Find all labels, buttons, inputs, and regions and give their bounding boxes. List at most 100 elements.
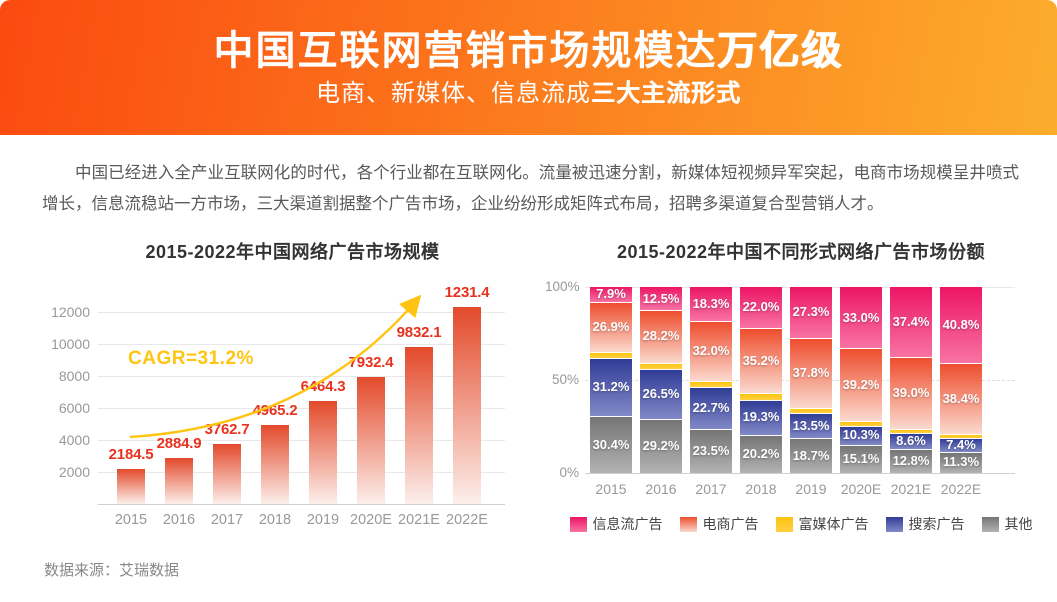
right-chart-title: 2015-2022年中国不同形式网络广告市场份额 — [616, 242, 986, 262]
segment-label-其他: 18.7% — [792, 447, 830, 463]
segment-其他 — [790, 438, 832, 473]
right-chart-plot: 0%50%100%30.4%31.2%3.6%26.9%7.9%201529.2… — [545, 236, 1057, 581]
gridline — [98, 472, 505, 473]
segment-信息流广告 — [690, 287, 732, 322]
segment-label-信息流广告: 18.3% — [692, 296, 730, 312]
x-axis-label: 2016 — [645, 481, 677, 497]
segment-富媒体广告 — [590, 351, 632, 359]
segment-信息流广告 — [590, 287, 632, 302]
segment-label-搜索广告: 31.2% — [592, 379, 630, 395]
x-axis-label: 2020E — [350, 512, 392, 528]
y-axis-label: 2000 — [58, 464, 90, 480]
segment-label-其他: 15.1% — [842, 450, 880, 466]
x-axis-label: 2022E — [446, 512, 488, 528]
segment-搜索广告 — [740, 399, 782, 436]
segment-label-信息流广告: 12.5% — [642, 290, 680, 306]
segment-label-搜索广告: 22.7% — [692, 400, 730, 416]
bar-value-label: 4965.2 — [252, 401, 298, 419]
segment-label-电商广告: 39.0% — [892, 384, 930, 400]
segment-信息流广告 — [890, 287, 932, 357]
segment-label-搜索广告: 26.5% — [642, 386, 680, 402]
segment-label-搜索广告: 8.6% — [896, 433, 926, 449]
bar — [309, 400, 337, 504]
y-axis-label: 0% — [559, 465, 579, 480]
legend-swatch — [679, 516, 697, 532]
segment-其他 — [840, 444, 882, 473]
x-axis-label: 2021E — [398, 512, 440, 528]
segment-label-信息流广告: 27.3% — [792, 304, 830, 320]
y-axis-label: 4000 — [58, 432, 90, 448]
x-axis-label: 2019 — [306, 512, 340, 528]
segment-搜索广告 — [890, 433, 932, 450]
legend-label: 富媒体广告 — [798, 516, 869, 532]
chart-legend: 信息流广告 电商广告 富媒体广告 搜索广告 其他 — [545, 514, 1057, 534]
segment-搜索广告 — [840, 425, 882, 445]
segment-富媒体广告 — [840, 421, 882, 426]
segment-label-电商广告: 39.2% — [842, 376, 880, 392]
gridline — [98, 344, 505, 345]
segment-label-其他: 30.4% — [592, 436, 630, 452]
segment-电商广告 — [940, 362, 982, 435]
x-axis-label: 2019 — [795, 481, 827, 497]
segment-label-电商广告: 35.2% — [742, 352, 780, 368]
segment-其他 — [590, 416, 632, 473]
segment-搜索广告 — [640, 369, 682, 419]
legend-swatch — [775, 516, 793, 532]
segment-信息流广告 — [790, 287, 832, 338]
legend-label: 电商广告 — [702, 516, 759, 532]
segment-label-电商广告: 37.8% — [792, 364, 830, 380]
y-axis-label: 50% — [551, 372, 579, 387]
x-axis-label: 2022E — [940, 481, 982, 497]
segment-label-其他: 23.5% — [692, 443, 730, 459]
bar-value-label: 2884.9 — [156, 434, 202, 452]
bar — [213, 443, 241, 504]
segment-label-信息流广告: 40.8% — [942, 316, 980, 332]
bar — [453, 306, 481, 504]
bar-value-label: 9832.1 — [396, 323, 442, 341]
bar-value-label: 1231.4 — [444, 283, 490, 301]
segment-label-搜索广告: 19.3% — [742, 409, 780, 425]
segment-label-电商广告: 32.0% — [692, 342, 730, 358]
stacked-chart-market-share: 2015-2022年中国不同形式网络广告市场份额 0% 50% 100% 30.4% 3… — [545, 236, 1057, 581]
legend-item: 搜索广告 — [885, 514, 965, 534]
legend-swatch — [981, 516, 999, 532]
legend-item: 电商广告 — [679, 514, 759, 534]
bar-value-label: 6464.3 — [300, 377, 346, 395]
legend-label: 信息流广告 — [592, 516, 663, 532]
segment-label-其他: 11.3% — [942, 454, 980, 470]
segment-label-搜索广告: 10.3% — [842, 427, 880, 443]
legend-item: 信息流广告 — [569, 514, 663, 534]
legend-item: 富媒体广告 — [775, 514, 869, 534]
segment-富媒体广告 — [640, 362, 682, 370]
segment-信息流广告 — [740, 287, 782, 328]
x-axis-label: 2020E — [840, 481, 882, 497]
segment-label-其他: 12.8% — [892, 453, 930, 469]
segment-电商广告 — [790, 337, 832, 409]
y-axis-label: 12000 — [51, 304, 90, 320]
y-axis-label: 8000 — [58, 368, 90, 384]
segment-富媒体广告 — [790, 408, 832, 414]
page-title-bold: 万亿级 — [717, 29, 844, 73]
segment-电商广告 — [590, 301, 632, 352]
legend-label: 搜索广告 — [908, 516, 965, 532]
segment-其他 — [690, 429, 732, 473]
y-axis-label: 100% — [545, 279, 580, 294]
segment-信息流广告 — [640, 287, 682, 311]
bar-value-label: 7932.4 — [348, 354, 394, 372]
page-title: 中国互联网营销市场规模达万亿级 — [0, 0, 1057, 74]
segment-其他 — [890, 449, 932, 473]
bar-value-label: 3762.7 — [204, 420, 250, 438]
segment-电商广告 — [740, 327, 782, 394]
legend-label: 其他 — [1004, 516, 1033, 532]
segment-label-信息流广告: 22.0% — [742, 299, 780, 315]
gridline-0 — [585, 473, 1015, 474]
segment-富媒体广告 — [740, 393, 782, 400]
segment-label-电商广告: 26.9% — [592, 318, 630, 334]
segment-电商广告 — [890, 356, 932, 430]
segment-搜索广告 — [790, 413, 832, 439]
x-axis-label: 2015 — [114, 512, 148, 528]
bar — [357, 377, 385, 504]
header-banner: 中国互联网营销市场规模达万亿级 电商、新媒体、信息流成三大主流形式 — [0, 0, 1057, 135]
segment-label-其他: 29.2% — [642, 437, 680, 453]
